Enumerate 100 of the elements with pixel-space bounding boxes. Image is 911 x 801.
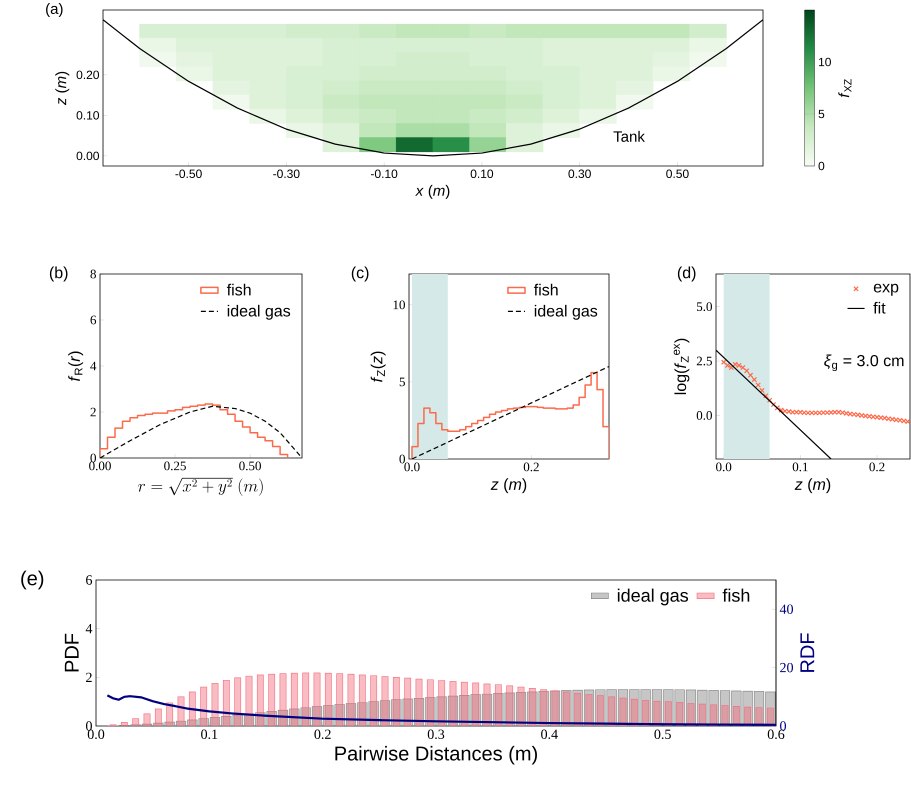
chart-title: (b): [50, 266, 68, 282]
point: [890, 416, 896, 422]
y-axis-title: log(f$_{Z}$$^{ex}$): [674, 338, 690, 394]
color-bar-label: 0: [818, 162, 824, 170]
y-tick-label: 6: [90, 316, 96, 324]
point: [752, 376, 758, 382]
point: [862, 413, 868, 419]
point: [870, 414, 876, 420]
legend-label: fish: [534, 284, 558, 296]
point: [732, 362, 738, 368]
point: [886, 416, 892, 422]
y-tick-label: 5.0: [696, 302, 712, 312]
color-bar-title: f$_{XZ}$: [838, 79, 852, 98]
point: [740, 364, 746, 370]
point: [816, 410, 822, 416]
x-tick-label: 0.25: [164, 462, 186, 470]
point: [901, 418, 907, 424]
point: [893, 417, 899, 423]
point: [728, 364, 734, 370]
x-axis-title: Pairwise Distances (m): [335, 746, 537, 765]
y2-tick-label: 40: [780, 604, 793, 614]
y-tick-label: 0: [86, 721, 92, 731]
y2-tick-label: 20: [780, 662, 793, 672]
point: [774, 405, 780, 411]
y-tick-label: 0.0: [696, 411, 712, 420]
x-tick-label: 0.30: [568, 170, 591, 178]
x-axis-title: z (m): [490, 478, 526, 494]
x-tick-label: 0.2: [314, 730, 331, 740]
y-tick-label: 4: [90, 362, 96, 370]
legend-label: fit: [873, 302, 886, 314]
point: [840, 410, 846, 416]
y-tick-label: 2.5: [696, 356, 712, 366]
point: [736, 362, 742, 368]
legend-label: ideal gas: [618, 588, 688, 606]
y-tick-label: 0: [399, 454, 405, 464]
y-tick-label: 0.20: [76, 70, 100, 80]
y2-axis-title: RDF: [800, 633, 814, 672]
point: [759, 388, 765, 394]
x-tick-label: 0.50: [666, 170, 689, 178]
color-bar-label: 5: [818, 110, 824, 118]
y-axis-title: PDF: [64, 634, 79, 672]
x-tick-label: 0.0: [716, 462, 732, 472]
x-tick-label: 0.2: [524, 462, 539, 472]
point: [897, 418, 903, 423]
point: [786, 408, 792, 414]
y-tick-label: 10: [394, 300, 405, 310]
point: [904, 418, 910, 424]
point: [782, 408, 788, 414]
legend-label: ideal gas: [228, 304, 290, 320]
x-tick-label: -0.50: [175, 170, 202, 178]
x-tick-label: 0.4: [541, 730, 558, 740]
legend-label: fish: [722, 588, 750, 602]
point: [844, 410, 850, 416]
chart-title: (a): [46, 3, 63, 17]
point: [866, 414, 872, 420]
point: [855, 412, 861, 418]
point: [851, 412, 857, 418]
y-axis-title: f$_{R}$(r): [68, 352, 84, 381]
point: [801, 410, 807, 416]
point: [766, 398, 772, 403]
color-bar-label: 10: [818, 58, 831, 66]
point: [744, 368, 750, 374]
annotation: ξ$_{g}$ = 3.0 cm: [824, 354, 904, 372]
y2-tick-label: 0: [780, 721, 786, 731]
chart-title: (e): [21, 570, 44, 590]
chart-title: (d): [678, 266, 696, 282]
legend-label: exp: [874, 284, 898, 296]
x-tick-label: 0.5: [654, 730, 671, 740]
y-tick-label: 0: [90, 454, 96, 462]
x-tick-label: 0.1: [201, 730, 218, 740]
x-tick-label: -0.10: [370, 170, 398, 178]
y-tick-label: 0.00: [76, 152, 100, 160]
x-axis-title: x (m): [415, 184, 450, 199]
x-tick-label: 0.2: [869, 462, 884, 472]
x-tick-label: -0.30: [273, 170, 300, 178]
point: [748, 372, 754, 378]
y-axis-title: f$_{Z}$(z): [370, 352, 386, 382]
y-tick-label: 2: [86, 672, 92, 682]
point: [798, 409, 804, 415]
point: [755, 382, 761, 388]
x-tick-label: 0.6: [768, 730, 784, 740]
x-tick-label: 0.50: [239, 462, 261, 470]
point: [724, 362, 730, 368]
y-tick-label: 2: [90, 408, 96, 416]
legend-label: ideal gas: [534, 304, 598, 320]
y-tick-label: 8: [90, 270, 96, 278]
x-tick-label: 0.1: [792, 462, 808, 472]
point: [763, 393, 769, 399]
y-axis-title: z (m): [55, 72, 70, 106]
y-tick-label: 0.10: [76, 111, 100, 120]
point: [847, 411, 853, 417]
x-tick-label: 0.3: [428, 730, 444, 740]
x-axis-title: $r = \sqrt{x^2 + y^2}\ (m)$: [138, 478, 263, 496]
annotation: Tank: [614, 130, 645, 142]
point: [828, 410, 834, 416]
x-axis-title: z (m): [794, 478, 830, 494]
point: [858, 412, 864, 418]
point: [874, 414, 880, 420]
y-tick-label: 5: [400, 378, 405, 386]
x-tick-label: 0.10: [470, 170, 494, 178]
